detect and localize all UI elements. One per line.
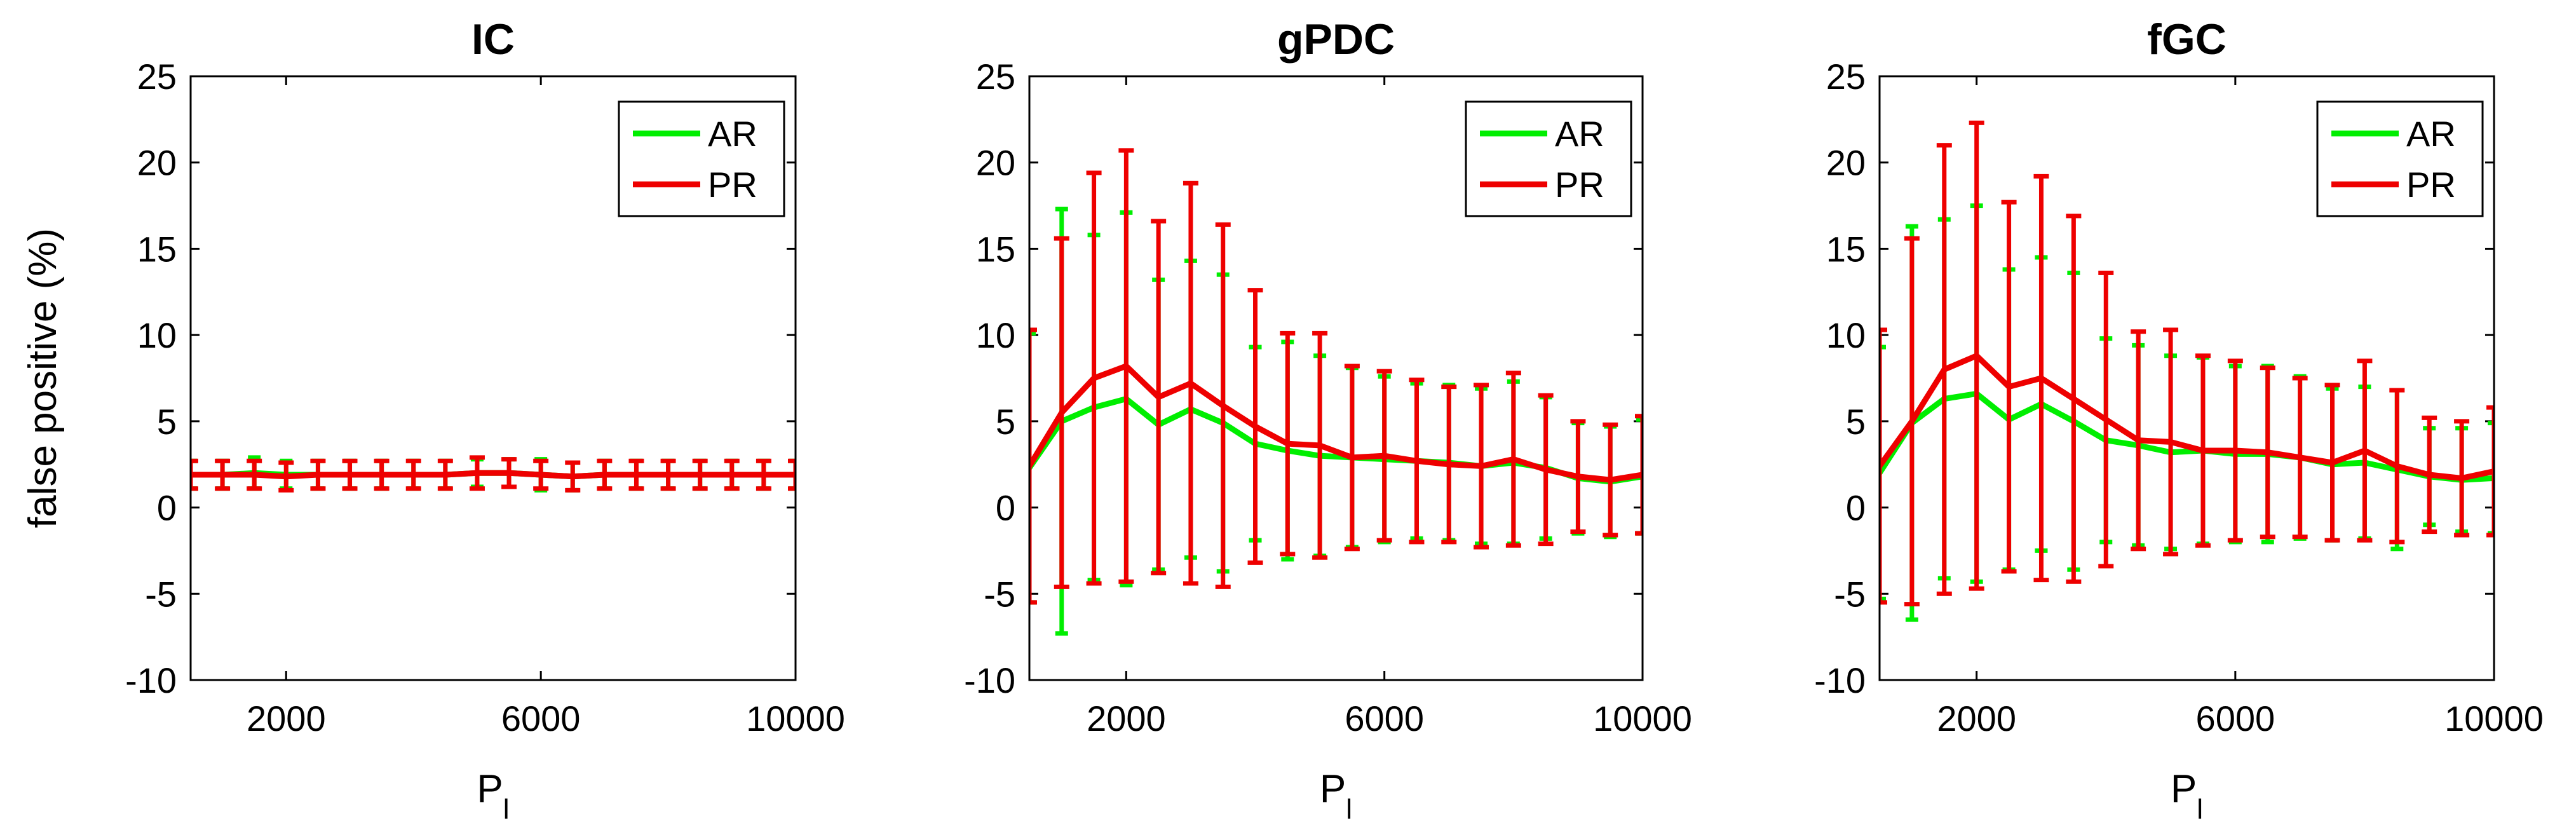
y-tick-label: 15 bbox=[137, 229, 177, 269]
series-line bbox=[1880, 353, 2494, 481]
y-tick-label: 0 bbox=[996, 488, 1015, 528]
y-tick-label: 5 bbox=[157, 402, 177, 442]
x-axis-label-main: P bbox=[1320, 767, 1346, 811]
x-tick-label: 2000 bbox=[1087, 698, 1166, 738]
y-tick-label: -10 bbox=[964, 660, 1015, 700]
series-line bbox=[1880, 390, 2494, 483]
y-tick-label: 20 bbox=[976, 143, 1015, 183]
y-tick-label: 10 bbox=[1826, 315, 1866, 355]
legend: AR PR bbox=[1465, 100, 1632, 217]
y-tick-label: 10 bbox=[976, 315, 1015, 355]
legend-label: PR bbox=[708, 165, 757, 205]
x-axis-label-main: P bbox=[477, 767, 503, 811]
y-tick-label: 15 bbox=[1826, 229, 1866, 269]
series-ar bbox=[1880, 203, 2494, 622]
x-tick-label: 6000 bbox=[2196, 698, 2275, 738]
series-line bbox=[191, 470, 796, 480]
y-tick-label: 25 bbox=[976, 57, 1015, 97]
legend-box bbox=[1465, 100, 1632, 217]
x-tick-label: 6000 bbox=[1345, 698, 1424, 738]
chart-panel-gpdc: gPDC -10 -5 0 5 10 15 20 25 2000 6000 10000 Pl AR PR bbox=[964, 15, 1692, 825]
x-tick-label: 10000 bbox=[2444, 698, 2544, 738]
legend-box bbox=[618, 100, 785, 217]
y-tick-label: 15 bbox=[976, 229, 1015, 269]
y-tick-label: 10 bbox=[137, 315, 177, 355]
y-tick-label: -10 bbox=[1814, 660, 1866, 700]
axes-box bbox=[1878, 75, 2495, 681]
chart-title: fGC bbox=[2147, 15, 2227, 64]
y-axis-label: false positive (%) bbox=[21, 228, 65, 528]
series-pr bbox=[1880, 120, 2494, 607]
axes-box bbox=[189, 75, 797, 681]
series-pr bbox=[191, 455, 796, 493]
chart-title: gPDC bbox=[1277, 15, 1395, 64]
legend: AR PR bbox=[618, 100, 785, 217]
y-tick-label: 25 bbox=[137, 57, 177, 97]
x-axis-label: Pl bbox=[1320, 767, 1352, 825]
y-tick-label: 5 bbox=[996, 402, 1015, 442]
y-tick-label: 25 bbox=[1826, 57, 1866, 97]
legend-label: AR bbox=[2406, 114, 2456, 154]
legend: AR PR bbox=[2316, 100, 2484, 217]
x-axis-label: Pl bbox=[2171, 767, 2203, 825]
x-axis-label: Pl bbox=[477, 767, 509, 825]
y-tick-label: 0 bbox=[1846, 488, 1866, 528]
legend-box bbox=[2316, 100, 2484, 217]
legend-label: AR bbox=[708, 114, 757, 154]
x-tick-label: 2000 bbox=[247, 698, 326, 738]
x-tick-label: 10000 bbox=[1593, 698, 1692, 738]
x-tick-label: 2000 bbox=[1937, 698, 2016, 738]
legend-label: PR bbox=[2406, 165, 2456, 205]
legend-label: PR bbox=[1555, 165, 1604, 205]
axes-box bbox=[1028, 75, 1644, 681]
y-tick-label: 0 bbox=[157, 488, 177, 528]
chart-title: IC bbox=[471, 15, 515, 64]
y-tick-label: -5 bbox=[1834, 574, 1866, 614]
x-axis-label-sub: l bbox=[1346, 794, 1352, 825]
chart-panel-ic: IC -10 -5 0 5 10 15 20 25 2000 6000 10000 Pl false po… bbox=[21, 15, 845, 825]
y-tick-label: 20 bbox=[1826, 143, 1866, 183]
series-pr bbox=[1029, 148, 1643, 605]
x-axis-label-sub: l bbox=[2197, 794, 2203, 825]
series-line bbox=[1029, 363, 1643, 483]
y-tick-label: -10 bbox=[125, 660, 177, 700]
chart-panel-fgc: fGC -10 -5 0 5 10 15 20 25 2000 6000 10000 Pl AR PR bbox=[1814, 15, 2544, 825]
x-tick-label: 6000 bbox=[501, 698, 581, 738]
x-axis-label-sub: l bbox=[503, 794, 510, 825]
x-tick-label: 10000 bbox=[746, 698, 845, 738]
series-ar bbox=[1029, 207, 1643, 636]
y-tick-label: 5 bbox=[1846, 402, 1866, 442]
y-tick-label: -5 bbox=[145, 574, 177, 614]
legend-label: AR bbox=[1555, 114, 1604, 154]
y-tick-label: 20 bbox=[137, 143, 177, 183]
y-tick-label: -5 bbox=[984, 574, 1015, 614]
x-axis-label-main: P bbox=[2171, 767, 2197, 811]
